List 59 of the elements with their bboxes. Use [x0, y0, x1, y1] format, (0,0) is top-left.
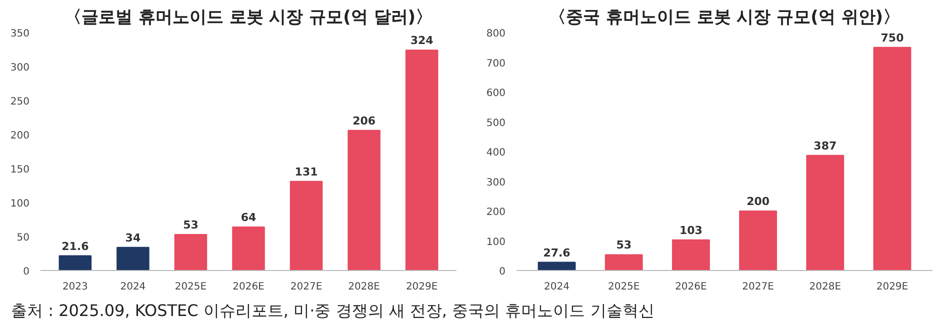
x-tick-label: 2027E [742, 282, 774, 292]
data-label: 200 [746, 195, 770, 208]
x-tick-label: 2023 [62, 282, 88, 292]
data-label: 34 [125, 231, 141, 244]
bar [232, 226, 265, 270]
x-tick-label: 2025E [608, 282, 640, 292]
y-tick-label: 400 [486, 148, 506, 158]
data-label: 21.6 [62, 240, 90, 253]
y-tick-label: 300 [486, 177, 506, 188]
y-tick-label: 300 [10, 62, 30, 74]
chart-title: 〈글로벌 휴머노이드 로봇 시장 규모(억 달러)〉 [64, 8, 433, 28]
chart-title: 〈중국 휴머노이드 로봇 시장 규모(억 위안)〉 [548, 8, 900, 28]
x-tick-label: 2026E [232, 282, 264, 292]
bar [873, 46, 912, 270]
bar [290, 180, 323, 270]
x-tick-label: 2028E [348, 282, 380, 292]
x-tick-label: 2029E [876, 282, 908, 292]
data-label: 131 [294, 165, 318, 178]
bar [538, 262, 576, 270]
data-label: 324 [410, 34, 434, 48]
y-tick-label: 100 [486, 236, 506, 248]
x-tick-label: 2027E [290, 282, 322, 292]
x-tick-label: 2026E [675, 282, 707, 292]
data-label: 387 [814, 139, 837, 152]
bar [116, 246, 150, 270]
data-label: 206 [352, 114, 376, 128]
y-tick-label: 500 [486, 118, 506, 129]
y-tick-label: 700 [486, 58, 506, 70]
bar [348, 130, 380, 270]
data-label: 750 [880, 31, 904, 44]
x-tick-label: 2025E [174, 282, 207, 292]
y-tick-label: 600 [486, 88, 506, 99]
data-label: 64 [240, 210, 256, 224]
y-tick-label: 0 [499, 266, 506, 278]
y-tick-label: 250 [10, 96, 30, 108]
bar [405, 50, 438, 270]
x-tick-label: 2029E [406, 282, 438, 292]
bar [604, 254, 643, 270]
source-note: 출처 : 2025.09, KOSTEC 이슈리포트, 미·중 경쟁의 새 전장, 중국의 휴머노이드 기술혁신 [11, 300, 654, 322]
data-label: 53 [183, 218, 198, 232]
data-label: 103 [679, 224, 702, 237]
bar [672, 239, 710, 270]
y-tick-label: 150 [10, 164, 30, 176]
data-label: 27.6 [543, 246, 571, 260]
bar [806, 154, 844, 270]
y-tick-label: 100 [10, 198, 30, 210]
y-tick-label: 0 [23, 266, 30, 278]
bar [58, 255, 92, 270]
y-tick-label: 50 [16, 232, 30, 244]
y-tick-label: 350 [10, 28, 30, 40]
y-tick-label: 200 [10, 130, 30, 142]
bar [174, 234, 208, 270]
data-label: 53 [616, 238, 632, 252]
x-tick-label: 2028E [809, 282, 842, 292]
x-tick-label: 2024 [120, 282, 146, 292]
y-tick-label: 800 [486, 28, 506, 40]
y-tick-label: 200 [486, 207, 506, 218]
bar [739, 210, 777, 270]
x-tick-label: 2024 [544, 282, 570, 292]
